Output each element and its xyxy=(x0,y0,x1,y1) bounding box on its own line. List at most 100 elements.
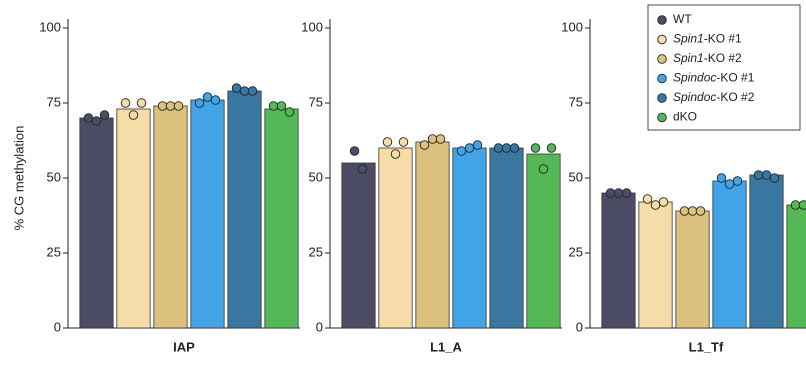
replicate-dot xyxy=(621,188,632,198)
y-tick-label: 25 xyxy=(47,244,61,259)
legend-label: Spin1-KO #1 xyxy=(673,32,742,46)
legend-label: Spin1-KO #2 xyxy=(673,51,742,65)
replicate-dot xyxy=(157,101,168,111)
y-tick-label: 0 xyxy=(54,319,61,334)
x-axis-label: L1_Tf xyxy=(689,339,724,354)
replicate-dot xyxy=(716,173,727,183)
bar xyxy=(786,204,806,329)
replicate-dot xyxy=(231,83,242,93)
replicate-dot xyxy=(538,164,549,174)
replicate-dot xyxy=(769,173,780,183)
bar xyxy=(638,201,673,329)
replicate-dot xyxy=(357,164,368,174)
replicate-dot xyxy=(419,140,430,150)
bar xyxy=(190,99,225,329)
legend-label-italic: Spin1 xyxy=(673,32,704,46)
replicate-dot xyxy=(435,134,446,144)
bar xyxy=(489,147,524,329)
replicate-dot xyxy=(695,206,706,216)
replicate-dot xyxy=(120,98,131,108)
replicate-dot xyxy=(390,149,401,159)
y-tick-label: 100 xyxy=(301,19,323,34)
legend-label: WT xyxy=(673,12,692,26)
y-tick-label: 25 xyxy=(309,244,323,259)
replicate-dot xyxy=(679,206,690,216)
replicate-dot xyxy=(83,113,94,123)
x-axis-label: IAP xyxy=(173,339,195,354)
replicate-dot xyxy=(493,143,504,153)
replicate-dot xyxy=(398,137,409,147)
replicate-dot xyxy=(509,143,520,153)
legend-label: dKO xyxy=(673,110,697,124)
replicate-dot xyxy=(128,110,139,120)
legend-label-italic: Spin1 xyxy=(673,51,704,65)
replicate-dot xyxy=(605,188,616,198)
replicate-dot xyxy=(501,143,512,153)
legend-label-rest: -KO #1 xyxy=(716,71,754,85)
x-axis-label: L1_A xyxy=(430,339,462,354)
replicate-dot xyxy=(546,143,557,153)
y-tick-label: 50 xyxy=(47,169,61,184)
y-tick-label: 75 xyxy=(569,94,583,109)
replicate-dot xyxy=(456,146,467,156)
replicate-dot xyxy=(239,86,250,96)
bar xyxy=(227,90,262,329)
replicate-dot xyxy=(724,179,735,189)
bar xyxy=(526,153,561,329)
bar xyxy=(712,180,747,329)
legend-label-rest: -KO #2 xyxy=(704,51,742,65)
bar xyxy=(79,117,114,329)
legend-label-rest: -KO #1 xyxy=(704,32,742,46)
legend-label-italic: Spindoc xyxy=(673,71,716,85)
legend-marker xyxy=(657,93,667,103)
y-tick-label: 50 xyxy=(569,169,583,184)
replicate-dot xyxy=(99,110,110,120)
bar xyxy=(264,108,299,329)
bar xyxy=(116,108,151,329)
replicate-dot xyxy=(136,98,147,108)
y-tick-label: 0 xyxy=(576,319,583,334)
replicate-dot xyxy=(247,86,258,96)
replicate-dot xyxy=(732,176,743,186)
replicate-dot xyxy=(658,197,669,207)
legend-box xyxy=(647,4,801,131)
bar xyxy=(749,174,784,329)
legend-label-italic: Spindoc xyxy=(673,90,716,104)
bar xyxy=(675,210,710,329)
replicate-dot xyxy=(761,170,772,180)
replicate-dot xyxy=(753,170,764,180)
y-tick-label: 25 xyxy=(569,244,583,259)
replicate-dot xyxy=(650,200,661,210)
bar xyxy=(378,147,413,329)
replicate-dot xyxy=(790,200,801,210)
y-tick-label: 50 xyxy=(309,169,323,184)
legend-label-rest: -KO #2 xyxy=(716,90,754,104)
replicate-dot xyxy=(472,140,483,150)
replicate-dot xyxy=(349,146,360,156)
legend-marker xyxy=(657,34,667,45)
y-tick-label: 75 xyxy=(47,94,61,109)
replicate-dot xyxy=(202,92,213,102)
replicate-dot xyxy=(642,194,653,204)
legend-marker xyxy=(657,73,667,84)
bar xyxy=(341,162,376,329)
replicate-dot xyxy=(268,101,279,111)
replicate-dot xyxy=(613,188,624,198)
replicate-dot xyxy=(464,143,475,153)
bar xyxy=(153,105,188,329)
replicate-dot xyxy=(427,134,438,144)
legend-marker xyxy=(657,54,667,64)
replicate-dot xyxy=(194,98,205,108)
replicate-dot xyxy=(173,101,184,111)
replicate-dot xyxy=(210,95,221,105)
replicate-dot xyxy=(91,116,102,126)
y-tick-label: 75 xyxy=(309,94,323,109)
replicate-dot xyxy=(276,101,287,111)
bar xyxy=(601,192,636,329)
replicate-dot xyxy=(284,107,295,117)
replicate-dot xyxy=(165,101,176,111)
replicate-dot xyxy=(798,200,806,210)
bar xyxy=(415,141,450,329)
bar xyxy=(452,147,487,329)
